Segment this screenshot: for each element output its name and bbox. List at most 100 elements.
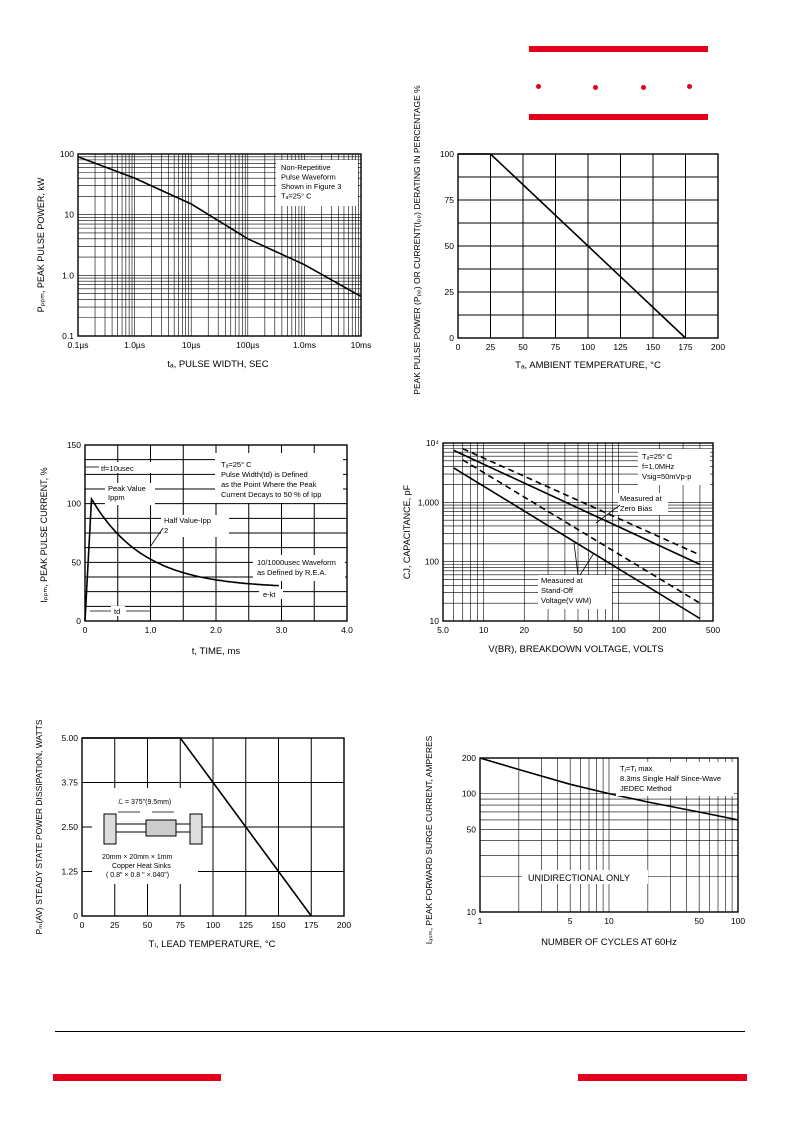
annotation-line: Zero Bias: [620, 504, 652, 513]
annotation-line: JEDEC Method: [620, 784, 672, 793]
x-tick-label: 200: [337, 920, 351, 930]
footer-rule: [55, 1031, 745, 1032]
x-tick-label: 1.0: [145, 625, 157, 635]
diode-body-icon: [145, 819, 177, 837]
x-tick-label: 100: [731, 916, 745, 926]
annotation-line: 10/1000usec Waveform: [257, 558, 336, 567]
y-tick-label: 10: [65, 210, 75, 220]
x-tick-label: 0: [80, 920, 85, 930]
x-tick-label: 100: [206, 920, 220, 930]
x-tick-label: 0: [456, 342, 461, 352]
y-axis-label: CJ, CAPACITANCE, pF: [402, 484, 412, 579]
y-tick-label: 200: [462, 753, 476, 763]
x-tick-label: 2.0: [210, 625, 222, 635]
x-tick-label: 10µs: [182, 340, 201, 350]
inset-label: ( 0.8" × 0.8 " ×.040"): [106, 872, 169, 879]
y-tick-label: 50: [467, 824, 477, 834]
annotation-line: f=1.0MHz: [642, 462, 675, 471]
header-dot: [687, 84, 692, 89]
chart-surge-current: 1 5 10 50 100 10 50 100 200 NUMBER OF CYCLES AT …: [424, 735, 745, 948]
y-tick-label: 2.50: [61, 822, 78, 832]
header-bar-top: [529, 46, 708, 52]
annotation-line: Tₐ=25° C: [281, 192, 312, 201]
x-tick-label: 175: [678, 342, 692, 352]
y-tick-label: 0.1: [62, 331, 74, 341]
x-tick-label: 150: [271, 920, 285, 930]
annotation-line: Shown in Figure 3: [281, 182, 341, 191]
annotation-line: Measured at: [541, 576, 584, 585]
pulse-power-curve: [77, 156, 362, 298]
header-bar-bottom: [529, 114, 708, 120]
y-tick-label: 0: [73, 911, 78, 921]
x-tick-label: 50: [518, 342, 528, 352]
x-tick-label: 75: [176, 920, 186, 930]
y-tick-label: 1.25: [61, 867, 78, 877]
annotation-line: Peak Value: [108, 484, 146, 493]
y-axis-label: Pₘ(AV) STEADY STATE POWER DISSIPATION, W…: [34, 719, 44, 934]
y-axis-label: Iₔₛₘ, PEAK FORWARD SURGE CURRENT, AMPERE…: [424, 735, 434, 944]
annotation-line: 8.3ms Single Half Since-Wave: [620, 774, 721, 783]
x-tick-label: 4.0: [341, 625, 353, 635]
heat-sink-icon: [103, 813, 117, 845]
lead-icon: [175, 823, 191, 833]
annotation-line: Pulse Waveform: [281, 173, 336, 182]
footer-bar-left: [53, 1074, 221, 1081]
x-tick-label: 100: [581, 342, 595, 352]
x-tick-label: 100: [612, 625, 626, 635]
heat-sink-icon: [189, 813, 203, 845]
x-tick-label: 20: [520, 625, 530, 635]
lead-icon: [115, 823, 147, 833]
annotation-line: Tₐ=25° C: [642, 452, 673, 461]
y-tick-label: 150: [67, 440, 81, 450]
x-tick-label: 100µs: [236, 340, 259, 350]
td-label: td: [114, 607, 120, 616]
steady-state-curve: [82, 737, 312, 917]
x-tick-label: 25: [486, 342, 496, 352]
x-axis-label: Tₗ, LEAD TEMPERATURE, °C: [149, 939, 276, 950]
x-tick-label: 125: [613, 342, 627, 352]
x-tick-label: 1.0µs: [124, 340, 145, 350]
x-tick-label: 150: [646, 342, 660, 352]
annotation-line: Half Value-Ipp: [164, 516, 211, 525]
pulse-waveform-curve: [84, 496, 279, 622]
annotation-line: Voltage(V WM): [541, 596, 592, 605]
annotation-line: Measured at: [620, 494, 663, 503]
inset-label: Copper Heat Sinks: [112, 863, 171, 870]
chart-pulse-waveform: 0 1.0 2.0 3.0 4.0 0 50 100 150 t, TIME, ms Iₚₚₘ,…: [39, 440, 353, 657]
y-tick-label: 75: [445, 195, 455, 205]
y-tick-label: 50: [72, 557, 82, 567]
annotation-line: as Defined by R.E.A.: [257, 568, 327, 577]
y-tick-label: 1.0: [62, 270, 74, 280]
x-axis-label: tₐ, PULSE WIDTH, SEC: [167, 359, 268, 370]
y-tick-label: 100: [425, 557, 439, 567]
annotation-line: Stand-Off: [541, 586, 574, 595]
annotation-line: Ippm: [108, 493, 125, 502]
x-tick-label: 200: [652, 625, 666, 635]
x-tick-label: 0.1µs: [68, 340, 89, 350]
x-axis-label: NUMBER OF CYCLES AT 60Hz: [541, 937, 677, 948]
y-tick-label: 5.00: [61, 733, 78, 743]
header-dot: [593, 85, 598, 90]
y-tick-label: 0: [76, 616, 81, 626]
y-tick-label: 3.75: [61, 778, 78, 788]
inset-label: ℒ = 375"(9.5mm): [118, 798, 171, 806]
x-tick-label: 1.0ms: [293, 340, 316, 350]
y-tick-label: 0: [449, 333, 454, 343]
x-tick-label: 5: [568, 916, 573, 926]
x-tick-label: 500: [706, 625, 720, 635]
x-axis-label: t, TIME, ms: [192, 646, 241, 657]
x-axis-label: V(BR), BREAKDOWN VOLTAGE, VOLTS: [488, 644, 663, 655]
x-tick-label: 3.0: [276, 625, 288, 635]
y-tick-label: 10: [467, 907, 477, 917]
rise-time-label: tf=10usec: [101, 464, 134, 473]
annotation-line: Pulse Width(td) is Defined: [221, 470, 308, 479]
x-tick-label: 1: [478, 916, 483, 926]
y-tick-label: 10: [430, 616, 440, 626]
annotation-line: Vsig=50mVp-p: [642, 472, 691, 481]
header-dot: [536, 84, 541, 89]
x-tick-label: 200: [711, 342, 725, 352]
y-axis-label: PEAK PULSE POWER (Pₚₚ) OR CURRENT(Iₚₚ) D…: [412, 85, 422, 395]
capacitance-curve: [462, 447, 701, 556]
